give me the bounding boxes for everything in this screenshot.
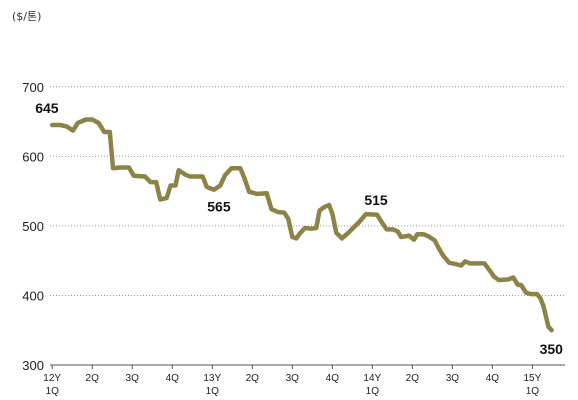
x-tick-label-line2: 1Q <box>366 386 380 397</box>
x-tick-label: 12Y <box>43 373 61 384</box>
x-tick-label: 3Q <box>126 373 140 384</box>
x-axis-ticks: 12Y 1Q 2Q 3Q 4Q 13Y 1Q 2Q 3Q 4Q 14Y 1Q 2Q 3Q 4Q 15Y 1Q <box>43 365 542 397</box>
y-axis-ticks: 300 400 500 600 700 <box>22 80 44 373</box>
x-tick-label: 2Q <box>246 373 260 384</box>
y-tick-label: 400 <box>22 288 44 303</box>
data-labels: 645 565 515 350 <box>35 100 563 357</box>
data-label-645: 645 <box>35 100 59 116</box>
x-tick-label: 4Q <box>166 373 180 384</box>
x-tick-label: 2Q <box>406 373 420 384</box>
y-tick-label: 600 <box>22 149 44 164</box>
x-tick-label: 4Q <box>326 373 340 384</box>
series-group <box>49 117 554 333</box>
x-tick-label: 3Q <box>446 373 460 384</box>
y-tick-label: 300 <box>22 358 44 373</box>
data-label-350: 350 <box>540 341 564 357</box>
x-tick-label: 14Y <box>363 373 381 384</box>
gridlines <box>50 86 565 296</box>
x-tick-label: 2Q <box>86 373 100 384</box>
x-tick-label: 4Q <box>486 373 500 384</box>
x-tick-label-line2: 1Q <box>46 386 60 397</box>
x-tick-label: 13Y <box>203 373 221 384</box>
data-label-565: 565 <box>207 199 231 215</box>
data-label-515: 515 <box>364 192 388 208</box>
y-tick-label: 500 <box>22 219 44 234</box>
y-tick-label: 700 <box>22 80 44 95</box>
x-tick-label-line2: 1Q <box>206 386 220 397</box>
series-line-0 <box>49 117 554 333</box>
x-tick-label-line2: 1Q <box>526 386 540 397</box>
x-tick-label: 3Q <box>286 373 300 384</box>
x-tick-label: 15Y <box>524 373 542 384</box>
unit-label: ($/톤) <box>12 10 41 23</box>
